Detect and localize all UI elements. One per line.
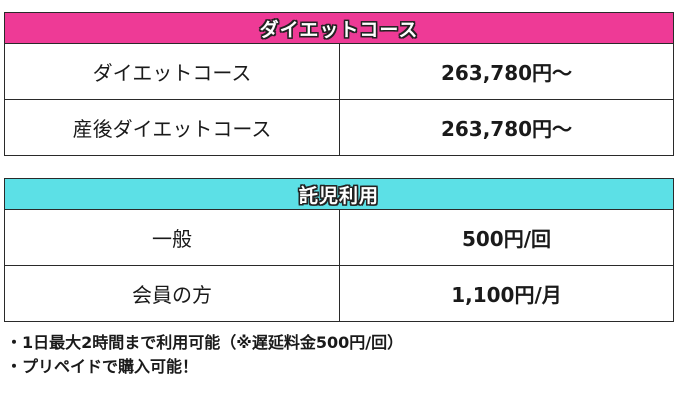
- childcare-price: 1,100円/月: [339, 265, 674, 322]
- childcare-price: 500円/回: [339, 209, 674, 266]
- note-usage-limit: ・1日最大2時間まで利用可能（※遅延料金500円/回）: [6, 333, 404, 352]
- table-row: ダイエットコース 263,780円〜: [4, 43, 674, 100]
- course-name: ダイエットコース: [4, 43, 340, 100]
- table-row: 産後ダイエットコース 263,780円〜: [4, 99, 674, 156]
- course-price: 263,780円〜: [339, 99, 674, 156]
- course-name: 産後ダイエットコース: [4, 99, 340, 156]
- diet-course-table: ダイエットコース ダイエットコース 263,780円〜 産後ダイエットコース 2…: [4, 12, 674, 156]
- notes: ・1日最大2時間まで利用可能（※遅延料金500円/回） ・プリペイドで購入可能！: [6, 331, 403, 379]
- diet-course-header: ダイエットコース: [4, 12, 674, 44]
- table-row: 会員の方 1,100円/月: [4, 265, 674, 322]
- table-row: 一般 500円/回: [4, 209, 674, 266]
- note-prepaid: ・プリペイドで購入可能！: [6, 357, 199, 376]
- childcare-type: 一般: [4, 209, 340, 266]
- childcare-table: 託児利用 一般 500円/回 会員の方 1,100円/月: [4, 178, 674, 322]
- childcare-header: 託児利用: [4, 178, 674, 210]
- childcare-type: 会員の方: [4, 265, 340, 322]
- course-price: 263,780円〜: [339, 43, 674, 100]
